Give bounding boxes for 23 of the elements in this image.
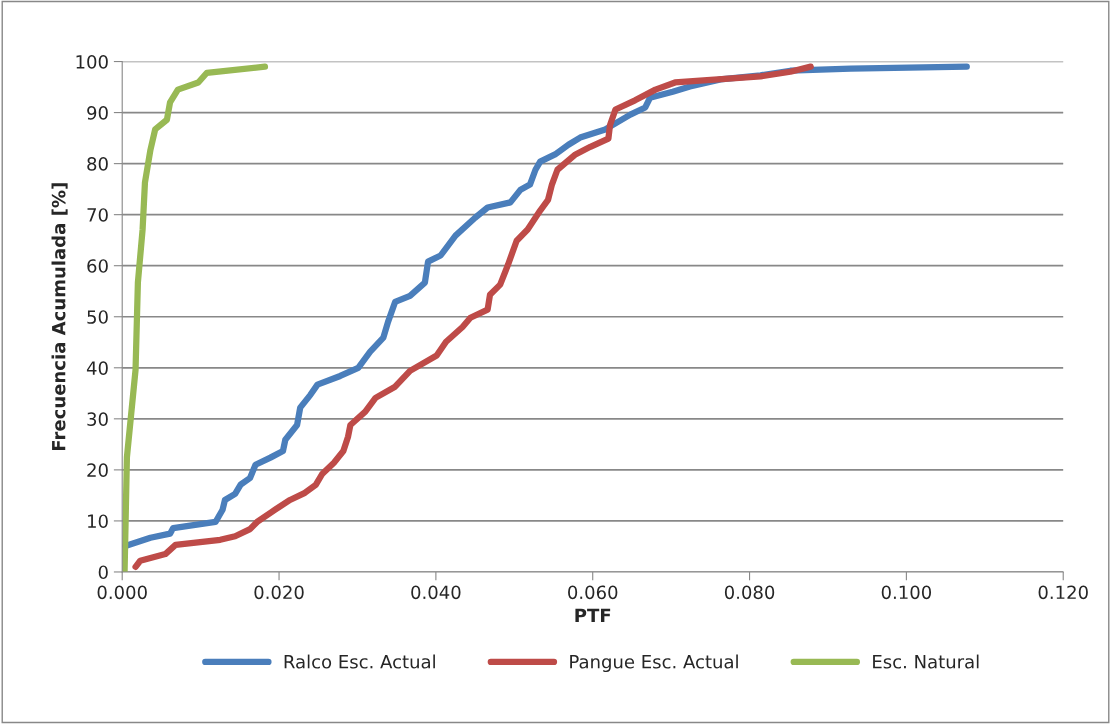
y-tick-label: 10: [88, 514, 108, 529]
legend-label: Ralco Esc. Actual: [284, 654, 435, 669]
legend-label: Pangue Esc. Actual: [570, 654, 738, 673]
x-tick-label: 0.100: [881, 585, 932, 600]
y-tick-label: 40: [86, 361, 108, 375]
x-tick-label: 0.060: [568, 585, 618, 600]
y-tick-label: 60: [87, 259, 108, 273]
y-tick-label: 80: [87, 157, 108, 171]
x-tick-label: 0.020: [254, 585, 304, 600]
y-axis-title: Frecuencia Acumulada [%]: [51, 183, 68, 451]
x-axis-title: PTF: [575, 608, 611, 622]
y-tick-label: 100: [76, 55, 108, 69]
y-tick-label: 30: [87, 412, 108, 426]
y-tick-label: 90: [87, 106, 108, 120]
x-tick-label: 0.080: [724, 585, 775, 600]
x-tick-label: 0.040: [411, 585, 461, 600]
y-tick-label: 50: [87, 310, 108, 324]
y-tick-label: 0: [98, 565, 108, 580]
legend-label: Esc. Natural: [873, 654, 979, 669]
y-tick-label: 20: [87, 463, 108, 477]
y-tick-label: 70: [87, 208, 108, 222]
x-tick-label: 0.120: [1038, 585, 1088, 600]
x-tick-label: 0.000: [97, 585, 147, 600]
